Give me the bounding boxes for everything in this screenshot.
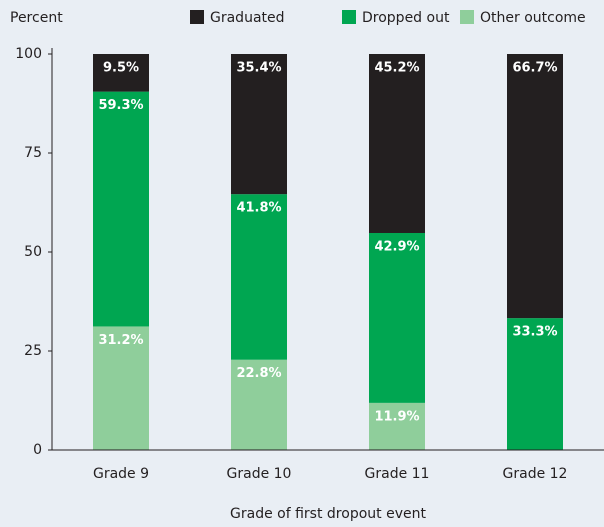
legend-label: Graduated	[210, 10, 285, 26]
value-label: 22.8%	[236, 366, 281, 381]
y-tick-label: 25	[24, 343, 42, 359]
value-label: 9.5%	[103, 61, 139, 76]
x-tick-label: Grade 9	[93, 466, 149, 482]
value-label: 66.7%	[512, 61, 557, 76]
x-tick-label: Grade 11	[365, 466, 430, 482]
value-label: 31.2%	[98, 333, 143, 348]
bar-segment	[507, 318, 563, 450]
y-axis-title: Percent	[10, 10, 63, 26]
y-tick-label: 75	[24, 145, 42, 161]
value-label: 33.3%	[512, 325, 557, 340]
bar-segment	[93, 326, 149, 450]
bar-segment	[369, 54, 425, 233]
value-label: 41.8%	[236, 201, 281, 216]
bar-segment	[93, 54, 149, 92]
y-tick-label: 100	[15, 46, 42, 62]
bar-segment	[507, 54, 563, 319]
legend-swatch	[342, 10, 356, 24]
legend-label: Dropped out	[362, 10, 450, 26]
legend-label: Other outcome	[480, 10, 586, 26]
bar-segment	[231, 359, 287, 450]
bar-segment	[231, 194, 287, 360]
x-tick-label: Grade 12	[503, 466, 568, 482]
y-tick-label: 50	[24, 244, 42, 260]
legend-swatch	[460, 10, 474, 24]
legend-swatch	[190, 10, 204, 24]
x-tick-label: Grade 10	[227, 466, 292, 482]
bar-segment	[369, 232, 425, 403]
x-axis-title: Grade of first dropout event	[230, 506, 426, 522]
bar-segment	[369, 402, 425, 450]
value-label: 59.3%	[98, 98, 143, 113]
bar-segment	[231, 54, 287, 195]
y-tick-label: 0	[33, 442, 42, 458]
value-label: 42.9%	[374, 239, 419, 254]
value-label: 35.4%	[236, 61, 281, 76]
value-label: 11.9%	[374, 409, 419, 424]
bar-segment	[93, 91, 149, 327]
value-label: 45.2%	[374, 61, 419, 76]
